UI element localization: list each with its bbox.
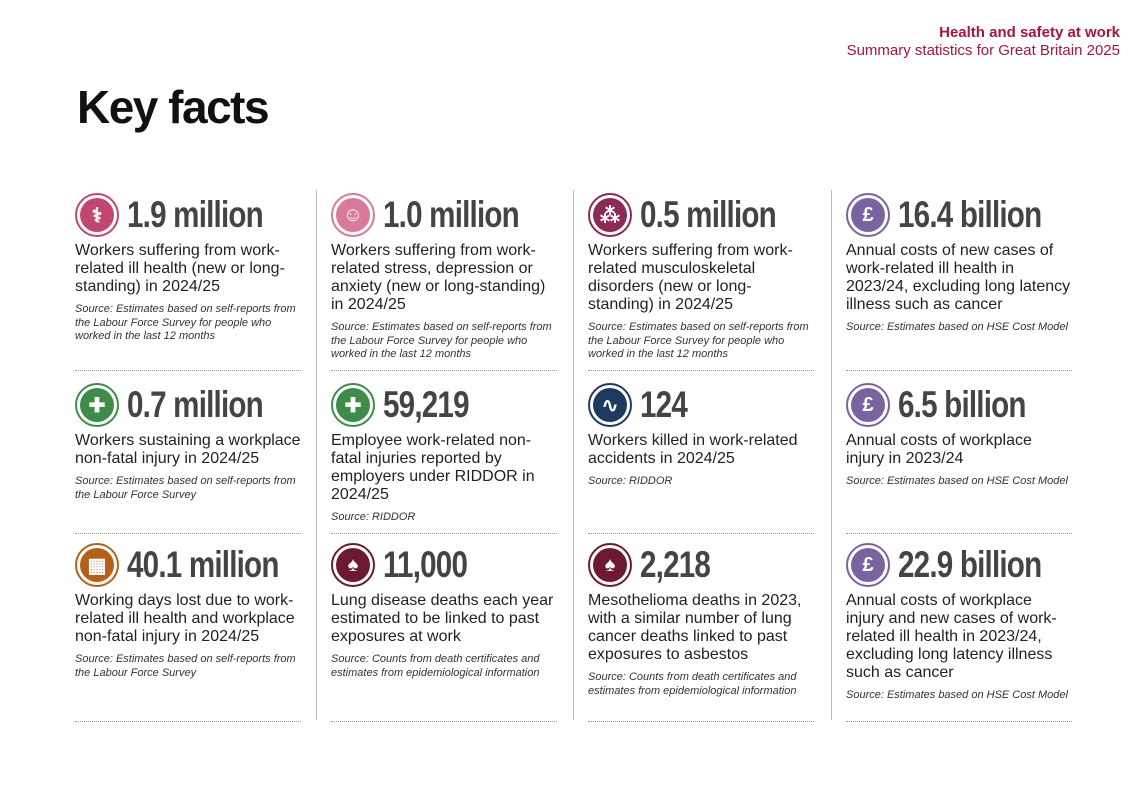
fact-source: Source: Estimates based on self-reports … [75,653,296,679]
dotted-divider [75,533,301,534]
dotted-divider [588,370,814,371]
fact-value: 0.7 million [127,384,264,425]
head-icon: ☺ [331,193,375,237]
fact-description: Workers suffering from work-related musc… [588,242,793,313]
fact-value: 0.5 million [640,194,777,235]
pound-icon: £ [846,543,890,587]
fact-description: Annual costs of workplace injury in 2023… [846,432,1032,467]
fact-source: Source: RIDDOR [331,511,416,523]
fact-source: Source: Estimates based on HSE Cost Mode… [846,321,1068,333]
fact-value: 11,000 [383,544,468,585]
fact-description: Annual costs of new cases of work-relate… [846,242,1071,313]
spine-icon: ⁂ [588,193,632,237]
header-subtitle: Summary statistics for Great Britain 202… [846,42,1120,59]
page-header: Health and safety at work Summary statis… [847,24,1120,60]
fact-value: 40.1 million [127,544,279,585]
fact-source: Source: Estimates based on self-reports … [588,321,809,360]
medical-cross-icon: ✚ [75,383,119,427]
pound-icon: £ [846,193,890,237]
page-title: Key facts [77,81,270,133]
fact-source: Source: Counts from death certificates a… [331,653,540,679]
stethoscope-icon: ⚕ [75,193,119,237]
fact-value: 59,219 [383,384,470,425]
dotted-divider [331,721,557,722]
fact-source: Source: Estimates based on self-reports … [331,321,552,360]
fact-value: 22.9 billion [898,544,1042,585]
lungs-icon: ♠ [588,543,632,587]
header-title: Health and safety at work [939,24,1120,41]
fact-description: Annual costs of workplace injury and new… [846,592,1057,681]
fact-value: 2,218 [640,544,711,585]
fact-source: Source: Estimates based on self-reports … [75,475,296,501]
fact-card: £ 22.9 billion Annual costs of workplace… [846,542,1074,703]
fact-description: Lung disease deaths each year estimated … [331,592,554,645]
fact-description: Workers killed in work-related accidents… [588,432,798,467]
lungs-icon: ♠ [331,543,375,587]
dotted-divider [846,370,1072,371]
calendar-icon: ▦ [75,543,119,587]
fact-description: Working days lost due to work-related il… [75,592,295,645]
fact-card: ♠ 2,218 Mesothelioma deaths in 2023, wit… [588,542,816,698]
fact-card: ⁂ 0.5 million Workers suffering from wor… [588,192,816,362]
dotted-divider [331,533,557,534]
dotted-divider [331,370,557,371]
fact-value: 124 [640,384,688,425]
dotted-divider [75,721,301,722]
fact-value: 1.9 million [127,194,264,235]
fact-value: 6.5 billion [898,384,1027,425]
fact-card: ♠ 11,000 Lung disease deaths each year e… [331,542,559,680]
fact-description: Employee work-related non-fatal injuries… [331,432,535,503]
fact-description: Mesothelioma deaths in 2023, with a simi… [588,592,802,663]
dotted-divider [846,721,1072,722]
fact-description: Workers sustaining a workplace non-fatal… [75,432,301,467]
fact-card: ∿ 124 Workers killed in work-related acc… [588,382,816,489]
column-divider [831,190,832,720]
heartbeat-icon: ∿ [588,383,632,427]
fact-card: ✚ 59,219 Employee work-related non-fatal… [331,382,559,525]
pound-icon: £ [846,383,890,427]
fact-card: ☺ 1.0 million Workers suffering from wor… [331,192,559,362]
fact-source: Source: Estimates based on HSE Cost Mode… [846,689,1068,701]
dotted-divider [75,370,301,371]
column-divider [573,190,574,720]
fact-source: Source: RIDDOR [588,475,673,487]
dotted-divider [846,533,1072,534]
fact-card: ✚ 0.7 million Workers sustaining a workp… [75,382,303,502]
fact-card: £ 6.5 billion Annual costs of workplace … [846,382,1074,489]
dotted-divider [588,721,814,722]
fact-description: Workers suffering from work-related ill … [75,242,285,295]
fact-card: ▦ 40.1 million Working days lost due to … [75,542,303,680]
column-divider [316,190,317,720]
fact-card: £ 16.4 billion Annual costs of new cases… [846,192,1074,335]
fact-source: Source: Estimates based on self-reports … [75,303,296,342]
dotted-divider [588,533,814,534]
fact-card: ⚕ 1.9 million Workers suffering from wor… [75,192,303,344]
fact-description: Workers suffering from work-related stre… [331,242,546,313]
fact-source: Source: Estimates based on HSE Cost Mode… [846,475,1068,487]
medical-cross-icon: ✚ [331,383,375,427]
fact-value: 16.4 billion [898,194,1042,235]
fact-source: Source: Counts from death certificates a… [588,671,797,697]
fact-value: 1.0 million [383,194,520,235]
